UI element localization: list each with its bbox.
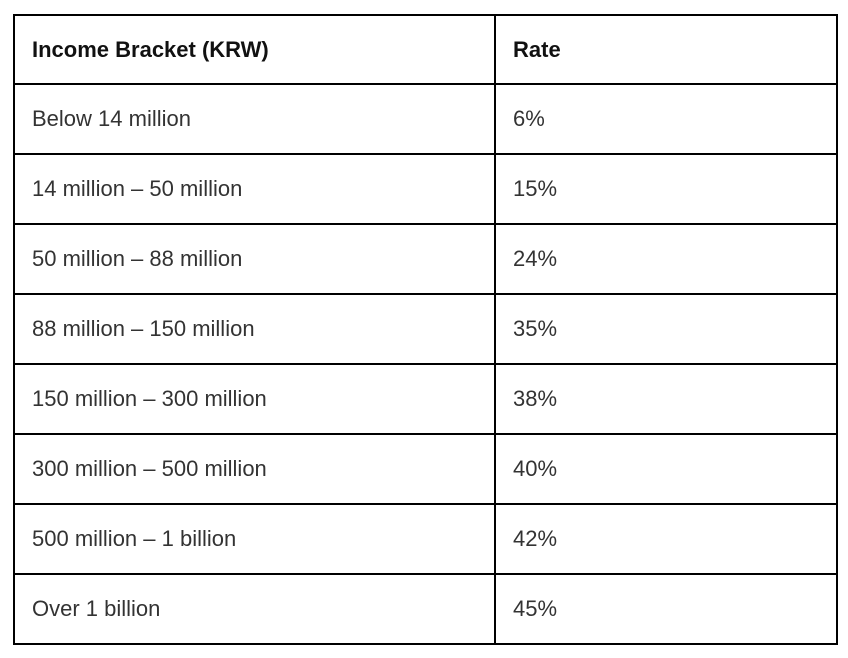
- bracket-cell: 500 million – 1 billion: [13, 503, 496, 575]
- table-row: Over 1 billion 45%: [13, 573, 838, 645]
- table-row: 50 million – 88 million 24%: [13, 223, 838, 295]
- rate-cell: 40%: [494, 433, 838, 505]
- bracket-cell: 300 million – 500 million: [13, 433, 496, 505]
- bracket-cell: 88 million – 150 million: [13, 293, 496, 365]
- table-row: Below 14 million 6%: [13, 83, 838, 155]
- table-row: 500 million – 1 billion 42%: [13, 503, 838, 575]
- rate-cell: 15%: [494, 153, 838, 225]
- rate-cell: 35%: [494, 293, 838, 365]
- table-row: 150 million – 300 million 38%: [13, 363, 838, 435]
- column-header-rate: Rate: [494, 14, 838, 85]
- rate-cell: 38%: [494, 363, 838, 435]
- rate-cell: 45%: [494, 573, 838, 645]
- bracket-cell: Below 14 million: [13, 83, 496, 155]
- bracket-cell: 50 million – 88 million: [13, 223, 496, 295]
- rate-cell: 24%: [494, 223, 838, 295]
- column-header-income-bracket: Income Bracket (KRW): [13, 14, 496, 85]
- header-row: Income Bracket (KRW) Rate: [13, 14, 838, 85]
- rate-cell: 42%: [494, 503, 838, 575]
- table-row: 14 million – 50 million 15%: [13, 153, 838, 225]
- table-row: 88 million – 150 million 35%: [13, 293, 838, 365]
- bracket-cell: 150 million – 300 million: [13, 363, 496, 435]
- bracket-cell: Over 1 billion: [13, 573, 496, 645]
- rate-cell: 6%: [494, 83, 838, 155]
- table-row: 300 million – 500 million 40%: [13, 433, 838, 505]
- tax-bracket-table: Income Bracket (KRW) Rate Below 14 milli…: [13, 14, 838, 645]
- bracket-cell: 14 million – 50 million: [13, 153, 496, 225]
- tax-bracket-table-container: Income Bracket (KRW) Rate Below 14 milli…: [13, 14, 838, 645]
